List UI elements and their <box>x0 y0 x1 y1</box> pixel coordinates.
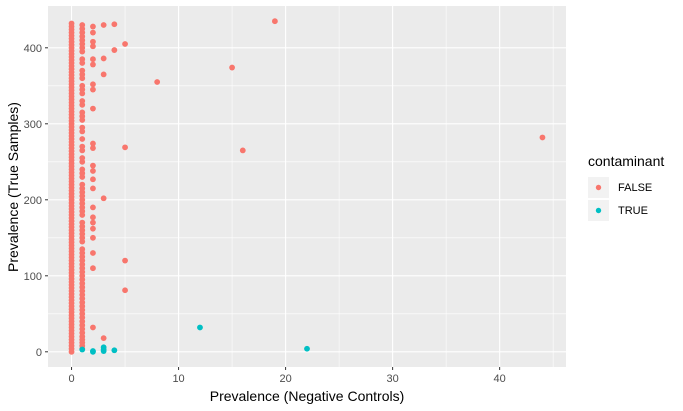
y-axis-title: Prevalence (True Samples) <box>5 102 21 272</box>
data-point-false <box>90 23 96 30</box>
data-point-false <box>90 162 96 169</box>
data-point-false <box>271 18 278 25</box>
x-tick-label: 10 <box>172 373 184 385</box>
data-point-false <box>90 176 96 183</box>
legend: contaminant FALSE TRUE <box>588 153 664 221</box>
data-point-false <box>111 21 118 28</box>
data-point-true <box>100 344 107 351</box>
data-point-false <box>90 225 96 232</box>
data-point-false <box>79 136 86 142</box>
y-tick-label: 100 <box>24 271 42 283</box>
data-point-false <box>90 140 96 147</box>
data-point-false <box>79 22 86 28</box>
legend-label-false: FALSE <box>618 182 652 194</box>
data-point-false <box>90 214 96 221</box>
x-axis-title: Prevalence (Negative Controls) <box>210 388 405 404</box>
data-point-false <box>90 56 96 63</box>
y-tick-label: 300 <box>24 119 42 131</box>
data-point-false <box>79 143 86 150</box>
data-point-false <box>90 81 96 88</box>
data-point-false <box>100 55 107 62</box>
data-point-false <box>79 155 86 161</box>
data-point-false <box>90 168 96 174</box>
data-point-false <box>90 204 96 211</box>
data-point-false <box>539 134 546 141</box>
data-point-false <box>79 246 86 253</box>
data-point-false <box>90 105 96 112</box>
data-point-false <box>100 335 107 342</box>
gridlines <box>48 6 566 367</box>
data-point-false <box>154 79 161 85</box>
x-tick-label: 40 <box>494 373 506 385</box>
data-point-false <box>79 56 86 63</box>
data-point-false <box>90 38 96 45</box>
legend-title: contaminant <box>588 153 664 169</box>
data-point-false <box>122 287 128 294</box>
data-point-false <box>68 20 75 27</box>
data-point-true <box>79 346 86 353</box>
data-point-true <box>111 347 118 354</box>
y-tick-label: 0 <box>36 347 42 359</box>
data-point-false <box>79 67 86 74</box>
data-point-false <box>239 147 246 154</box>
x-tick-label: 20 <box>279 373 291 385</box>
data-points <box>68 18 546 355</box>
data-point-false <box>90 29 96 36</box>
data-point-false <box>79 109 86 116</box>
data-point-false <box>111 47 118 53</box>
data-point-false <box>122 144 128 151</box>
data-point-true <box>304 345 310 352</box>
data-point-false <box>90 324 96 331</box>
x-tick-label: 30 <box>386 373 398 385</box>
legend-key-false-marker <box>595 184 602 191</box>
data-point-true <box>90 348 96 354</box>
data-point-false <box>79 98 86 104</box>
data-point-false <box>229 64 235 71</box>
data-point-false <box>90 265 96 272</box>
data-point-false <box>79 219 86 226</box>
y-tick-label: 400 <box>24 43 42 55</box>
data-point-false <box>122 257 128 264</box>
legend-label-true: TRUE <box>618 205 648 217</box>
data-point-false <box>90 145 96 152</box>
y-tick-label: 200 <box>24 195 42 207</box>
data-point-true <box>197 324 203 331</box>
panel-background <box>48 6 566 367</box>
data-point-false <box>122 41 128 47</box>
legend-key-true-marker <box>595 207 602 214</box>
data-point-false <box>90 86 96 93</box>
data-point-false <box>79 166 86 173</box>
data-point-false <box>90 219 96 226</box>
data-point-false <box>79 82 86 89</box>
data-point-false <box>79 124 86 131</box>
data-point-false <box>90 185 96 192</box>
data-point-false <box>100 71 107 78</box>
data-point-false <box>79 181 86 188</box>
data-point-false <box>100 22 107 28</box>
data-point-false <box>90 250 96 256</box>
data-point-false <box>90 234 96 241</box>
data-point-false <box>90 61 96 68</box>
x-tick-label: 0 <box>68 373 74 385</box>
data-point-false <box>90 43 96 50</box>
data-point-false <box>100 195 107 202</box>
